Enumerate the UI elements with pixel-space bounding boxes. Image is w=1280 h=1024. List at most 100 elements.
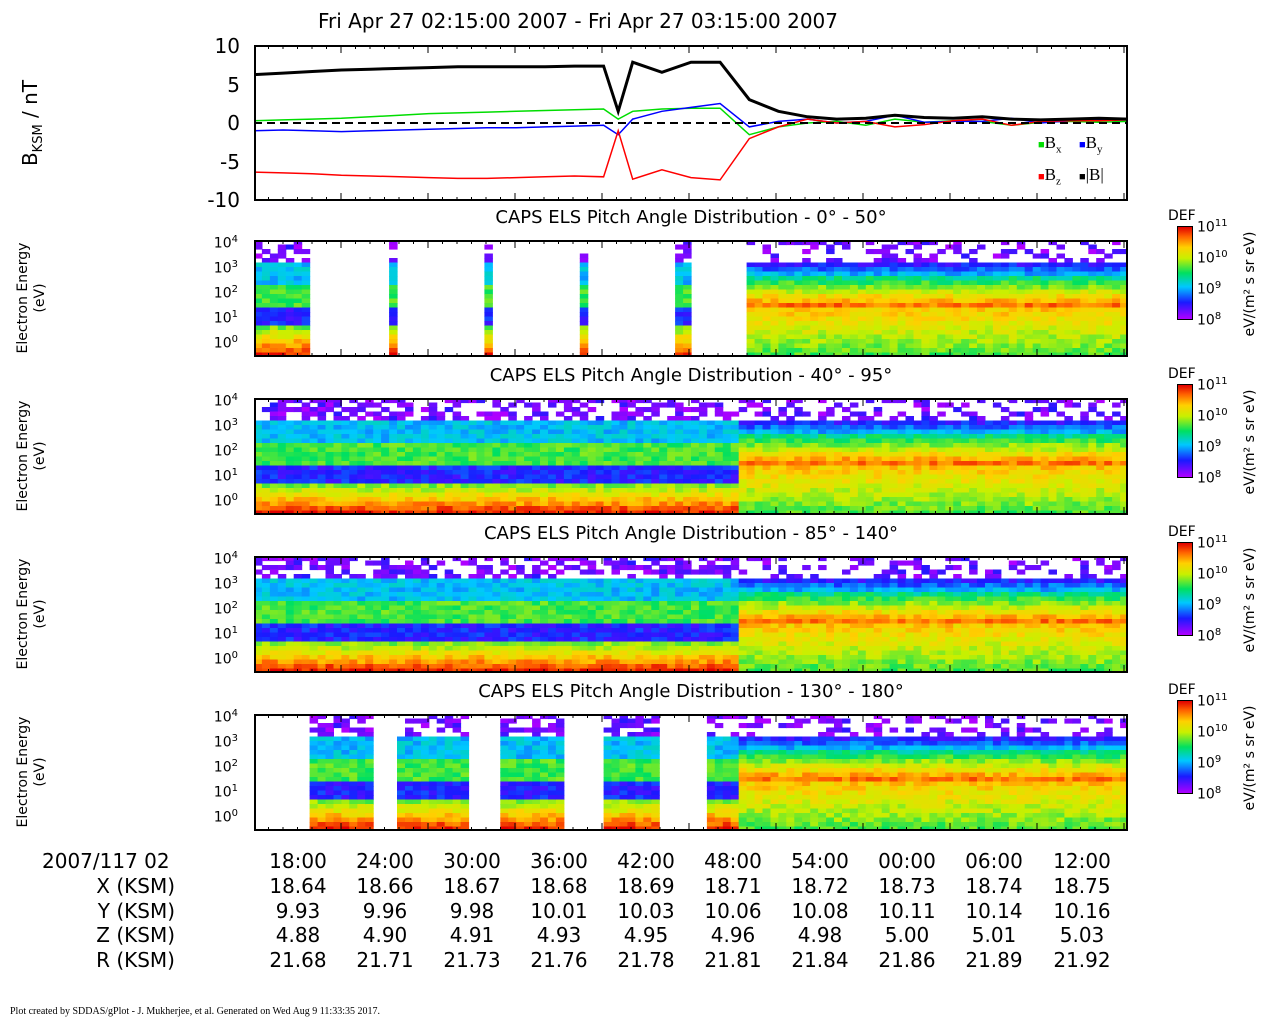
spectrogram-cell: [381, 447, 390, 453]
spectrogram-cell: [325, 483, 334, 489]
spectrogram-cell: [857, 334, 867, 340]
spectrogram-cell: [476, 438, 485, 444]
spectrogram-cell: [357, 416, 366, 422]
spectrogram-cell: [317, 614, 327, 620]
spectrogram-cell: [293, 592, 303, 598]
spectrogram-cell: [810, 497, 819, 503]
spectrogram-cell: [667, 398, 676, 404]
spectrogram-cell: [587, 429, 597, 435]
spectrogram-cell: [1064, 492, 1073, 498]
spectrogram-cell: [428, 596, 438, 602]
spectrogram-cell: [810, 330, 819, 336]
spectrogram-cell: [397, 641, 406, 647]
spectrogram-cell: [365, 434, 374, 440]
spectrogram-cell: [484, 443, 493, 449]
spectrogram-cell: [1096, 330, 1105, 336]
spectrogram-cell: [269, 330, 279, 336]
spectrogram-cell: [349, 650, 358, 656]
spectrogram-cell: [746, 348, 756, 354]
spectrogram-cell: [881, 258, 891, 264]
spectrogram-cell: [540, 501, 549, 507]
spectrogram-cell: [261, 348, 271, 354]
spectrogram-cell: [969, 285, 978, 291]
spectrogram-cell: [889, 506, 899, 512]
spectrogram-cell: [1032, 447, 1042, 453]
spectrogram-cell: [611, 438, 620, 444]
spectrogram-cell: [381, 641, 390, 647]
spectrogram-cell: [706, 479, 716, 485]
spectrogram-cell: [1008, 298, 1018, 304]
spectrogram-cell: [397, 565, 406, 571]
spectrogram-cell: [555, 461, 565, 467]
spectrogram-cell: [619, 398, 628, 404]
spectrogram-cell: [397, 664, 406, 670]
spectrogram-cell: [1056, 312, 1065, 318]
spectrogram-cell: [913, 240, 922, 246]
spectrogram-cell: [587, 443, 597, 449]
spectrogram-cell: [317, 578, 327, 584]
spectrogram-cell: [349, 465, 358, 471]
spectrogram-cell: [754, 438, 764, 444]
spectrogram-cell: [786, 429, 795, 435]
spectrogram-cell: [516, 456, 525, 462]
spectrogram-cell: [269, 565, 279, 571]
spectrogram-cell: [1016, 316, 1026, 322]
spectrogram-cell: [1024, 456, 1034, 462]
spectrogram-cell: [301, 497, 311, 503]
spectrogram-cell: [913, 325, 922, 331]
spectrogram-cell: [921, 298, 930, 304]
spectrogram-cell: [794, 398, 803, 404]
spectrogram-cell: [373, 619, 382, 625]
spectrogram-cell: [897, 343, 907, 349]
els-ytick: 104: [200, 392, 238, 410]
spectrogram-cell: [301, 294, 311, 300]
spectrogram-cell: [1080, 510, 1089, 515]
spectrogram-cell: [1112, 348, 1121, 354]
spectrogram-cell: [1072, 510, 1081, 515]
spectrogram-cell: [826, 483, 835, 489]
els-ytick-exp: 4: [231, 234, 238, 245]
spectrogram-cell: [540, 488, 549, 494]
spectrogram-cell: [905, 316, 914, 322]
spectrogram-cell: [1120, 429, 1128, 435]
spectrogram-cell: [325, 556, 334, 562]
spectrogram-cell: [261, 447, 271, 453]
spectrogram-cell: [381, 429, 390, 435]
spectrogram-cell: [778, 506, 787, 512]
spectrogram-cell: [635, 398, 644, 404]
spectrogram-cell: [921, 334, 930, 340]
spectrogram-cell: [373, 637, 382, 643]
spectrogram-cell: [818, 474, 827, 480]
spectrogram-cell: [992, 334, 1002, 340]
spectrogram-cell: [389, 447, 398, 453]
spectrogram-cell: [889, 321, 899, 327]
spectrogram-cell: [333, 474, 342, 480]
spectrogram-cell: [1040, 330, 1050, 336]
spectrogram-cell: [460, 398, 470, 404]
spectrogram-cell: [1040, 267, 1050, 273]
spectrogram-cell: [1120, 416, 1128, 422]
spectrogram-cell: [365, 429, 374, 435]
els-ytick: 104: [200, 234, 238, 252]
spectrogram-cell: [412, 425, 422, 431]
spectrogram-cell: [691, 420, 700, 426]
spectrogram-cell: [373, 614, 382, 620]
spectrogram-cell: [349, 479, 358, 485]
spectrogram-cell: [373, 578, 382, 584]
spectrogram-cell: [444, 492, 454, 498]
colorbar-tick-base: 10: [1197, 281, 1215, 298]
spectrogram-cell: [492, 456, 501, 462]
spectrogram-cell: [961, 434, 970, 440]
spectrogram-cell: [524, 501, 533, 507]
spectrogram-cell: [1080, 483, 1089, 489]
spectrogram-cell: [754, 420, 764, 426]
spectrogram-cell: [794, 510, 803, 515]
spectrogram-cell: [857, 321, 867, 327]
spectrogram-cell: [810, 420, 819, 426]
spectrogram-cell: [953, 447, 962, 453]
spectrogram-cell: [1000, 492, 1010, 498]
spectrogram-cell: [897, 425, 907, 431]
spectrogram-cell: [595, 434, 605, 440]
spectrogram-cell: [881, 271, 891, 277]
spectrogram-cell: [929, 298, 938, 304]
